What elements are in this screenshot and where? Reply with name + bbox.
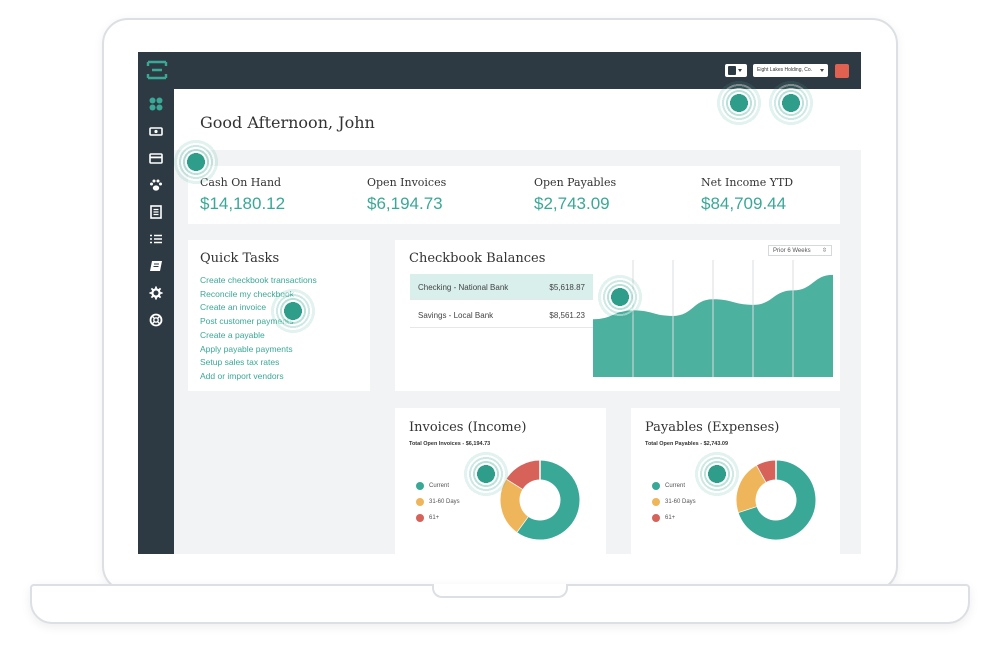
tour-hotspot[interactable] <box>767 79 815 127</box>
invoices-panel: Invoices (Income) Total Open Invoices - … <box>395 408 606 554</box>
kpi-net-income-ytd[interactable]: Net Income YTD $84,709.44 <box>701 176 793 214</box>
legend-label: Current <box>665 483 686 489</box>
user-icon <box>728 66 736 75</box>
cash-icon[interactable] <box>149 124 163 138</box>
checkbook-title: Checkbook Balances <box>409 251 546 266</box>
tour-hotspot[interactable] <box>693 450 741 498</box>
company-select[interactable]: Eight Lakes Holding, Co. <box>753 64 828 77</box>
payables-legend: Current 31-60 Days 61+ <box>652 478 696 526</box>
donut-slice-31-60-days[interactable] <box>736 465 767 513</box>
logo-icon[interactable] <box>146 60 168 80</box>
list-icon[interactable] <box>149 232 163 246</box>
chevron-down-icon <box>738 69 742 72</box>
kpi-label: Open Invoices <box>367 176 447 189</box>
app-screen: Eight Lakes Holding, Co. <box>138 52 861 554</box>
company-name: Eight Lakes Holding, Co. <box>757 67 813 73</box>
kpi-cash-on-hand[interactable]: Cash On Hand $14,180.12 <box>200 176 285 214</box>
range-select[interactable]: Prior 6 Weeks ⇳ <box>768 245 832 256</box>
donut-slice-31-60-days[interactable] <box>500 478 529 532</box>
bank-name: Checking - National Bank <box>418 283 509 292</box>
tour-hotspot[interactable] <box>715 79 763 127</box>
legend-item: 61+ <box>416 510 460 526</box>
notification-button[interactable] <box>835 64 849 78</box>
quick-tasks-title: Quick Tasks <box>200 251 280 266</box>
legend-label: 31-60 Days <box>665 499 696 505</box>
credit-card-icon[interactable] <box>149 151 163 165</box>
legend-item: Current <box>652 478 696 494</box>
payables-donut-chart <box>736 460 816 540</box>
task-link[interactable]: Setup sales tax rates <box>200 357 280 368</box>
legend-dot <box>416 498 424 506</box>
legend-label: 61+ <box>429 515 440 521</box>
legend-item: Current <box>416 478 460 494</box>
legend-dot <box>652 514 660 522</box>
kpi-value: $14,180.12 <box>200 194 286 213</box>
task-link[interactable]: Add or import vendors <box>200 370 284 381</box>
document-icon[interactable] <box>149 205 163 219</box>
range-select-value: Prior 6 Weeks <box>773 247 811 254</box>
task-link[interactable]: Create checkbook transactions <box>200 275 317 285</box>
chevron-down-icon <box>820 69 824 72</box>
kpi-panel: Cash On Hand $14,180.12 Open Invoices $6… <box>188 166 840 224</box>
paw-icon[interactable] <box>149 178 163 192</box>
tour-hotspot[interactable] <box>172 138 220 186</box>
kpi-open-payables[interactable]: Open Payables $2,743.09 <box>534 176 616 214</box>
sidebar <box>138 89 174 554</box>
user-menu[interactable] <box>725 64 747 77</box>
bank-name: Savings - Local Bank <box>418 311 494 320</box>
kpi-label: Open Payables <box>534 176 617 189</box>
legend-dot <box>416 482 424 490</box>
kpi-label: Net Income YTD <box>701 176 794 189</box>
page-title: Good Afternoon, John <box>200 113 375 132</box>
legend-label: 31-60 Days <box>429 499 460 505</box>
invoices-legend: Current 31-60 Days 61+ <box>416 478 460 526</box>
legend-item: 31-60 Days <box>416 494 460 510</box>
legend-item: 61+ <box>652 510 696 526</box>
donut-slice-61-[interactable] <box>756 460 777 483</box>
chevron-down-icon: ⇳ <box>821 248 827 254</box>
tour-hotspot[interactable] <box>596 273 644 321</box>
dashboard-icon[interactable] <box>149 97 163 111</box>
bank-amount: $8,561.23 <box>549 311 585 320</box>
tour-hotspot[interactable] <box>269 287 317 335</box>
legend-item: 31-60 Days <box>652 494 696 510</box>
payables-panel: Payables (Expenses) Total Open Payables … <box>631 408 840 554</box>
bank-row-checking[interactable]: Checking - National Bank $5,618.87 <box>410 274 593 300</box>
donut-separator <box>738 505 757 513</box>
legend-dot <box>652 498 660 506</box>
legend-label: Current <box>429 483 450 489</box>
checkbook-area-chart <box>593 260 833 377</box>
kpi-value: $2,743.09 <box>534 194 610 213</box>
donut-slice-61-[interactable] <box>506 460 541 490</box>
bank-row-savings[interactable]: Savings - Local Bank $8,561.23 <box>410 302 593 328</box>
donut-slice-current[interactable] <box>738 460 816 540</box>
bank-amount: $5,618.87 <box>549 283 585 292</box>
legend-label: 61+ <box>665 515 676 521</box>
legend-dot <box>652 482 660 490</box>
kpi-open-invoices[interactable]: Open Invoices $6,194.73 <box>367 176 446 214</box>
ledger-icon[interactable] <box>149 259 163 273</box>
kpi-value: $84,709.44 <box>701 194 787 213</box>
task-link[interactable]: Reconcile my checkbook <box>200 288 295 299</box>
task-link[interactable]: Create an invoice <box>200 302 267 313</box>
tour-hotspot[interactable] <box>462 450 510 498</box>
task-link[interactable]: Create a payable <box>200 329 265 340</box>
task-link[interactable]: Apply payable payments <box>200 343 293 354</box>
kpi-value: $6,194.73 <box>367 194 443 213</box>
laptop-notch <box>432 584 568 598</box>
payables-total: Total Open Payables - $2,743.09 <box>645 441 729 447</box>
task-link[interactable]: Post customer payments <box>200 316 294 327</box>
kpi-label: Cash On Hand <box>200 176 282 189</box>
legend-dot <box>416 514 424 522</box>
invoices-title: Invoices (Income) <box>409 420 527 435</box>
payables-title: Payables (Expenses) <box>645 420 780 435</box>
help-icon[interactable] <box>149 313 163 327</box>
donut-slice-current[interactable] <box>516 460 580 540</box>
gear-icon[interactable] <box>149 286 163 300</box>
quick-tasks-list: Create checkbook transactions Reconcile … <box>200 274 317 384</box>
invoices-donut-chart <box>500 460 580 540</box>
invoices-total: Total Open Invoices - $6,194.73 <box>409 441 491 447</box>
